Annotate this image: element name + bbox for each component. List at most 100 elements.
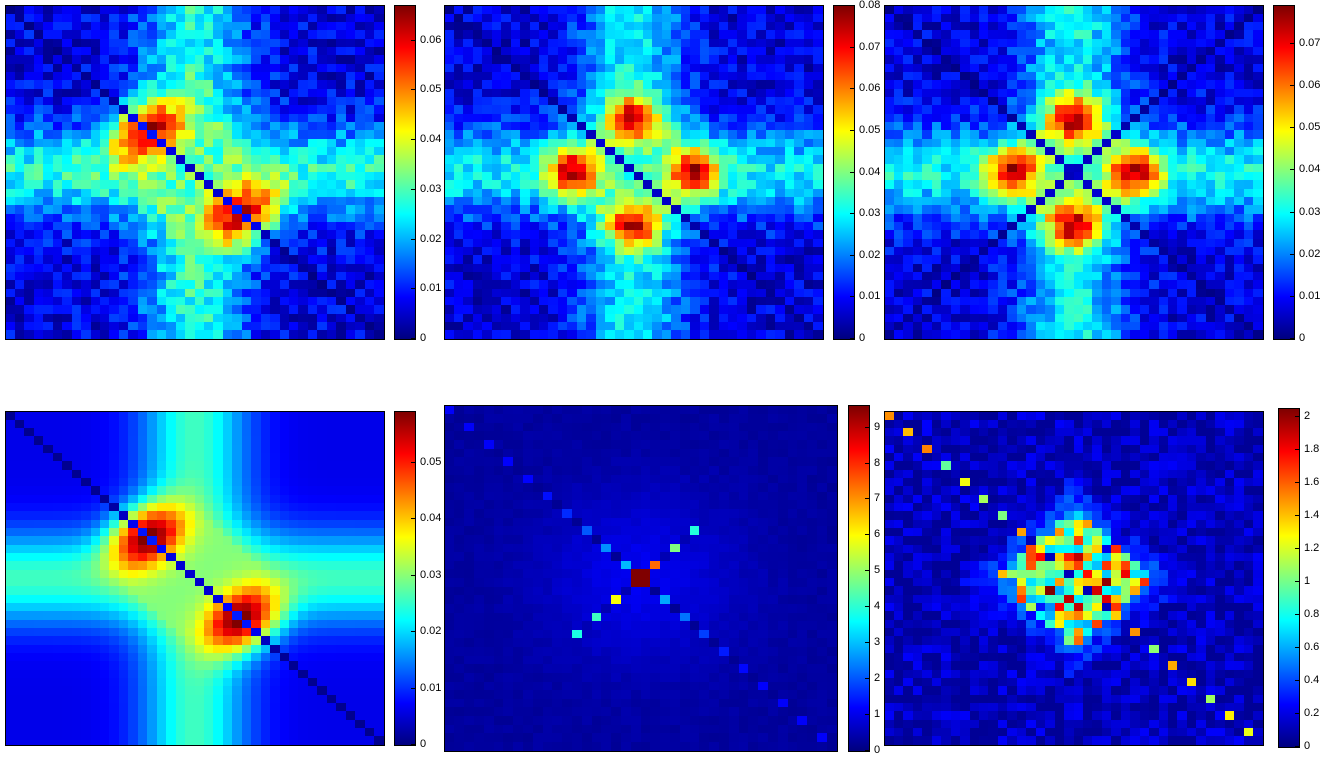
colorbar-2-tickmark xyxy=(850,88,854,89)
colorbar-6-tickmark xyxy=(1295,449,1299,450)
colorbar-4-tickmark xyxy=(411,518,415,519)
colorbar-5-tickmark xyxy=(865,642,869,643)
colorbar-1-tick-label: 0 xyxy=(420,332,427,344)
colorbar-5-tickmark xyxy=(865,678,869,679)
colorbar-6-tickmark xyxy=(1295,581,1299,582)
colorbar-1-tick-label: 0.01 xyxy=(420,282,442,294)
colorbar-4-tickmark xyxy=(411,462,415,463)
colorbar-5-tick-label: 2 xyxy=(874,672,881,684)
colorbar-5-tick-label: 6 xyxy=(874,528,881,540)
colorbar-4-tickmark xyxy=(411,631,415,632)
colorbar-5-tick-label: 5 xyxy=(874,564,881,576)
colorbar-6-tick-label: 0.8 xyxy=(1304,608,1320,620)
colorbar-4-tick-label: 0 xyxy=(420,738,427,750)
colorbar-3 xyxy=(1273,5,1295,340)
colorbar-6-tick-label: 1.2 xyxy=(1304,542,1320,554)
colorbar-4-tick-label: 0.02 xyxy=(420,625,442,637)
colorbar-6-tick-label: 1 xyxy=(1304,575,1311,587)
colorbar-2-tick-label: 0.07 xyxy=(859,41,881,53)
heatmap-canvas-5 xyxy=(445,406,837,751)
colorbar-5-tick-label: 8 xyxy=(874,457,881,469)
colorbar-5-tickmark xyxy=(865,570,869,571)
colorbar-5-tickmark xyxy=(865,714,869,715)
colorbar-canvas-6 xyxy=(1279,409,1299,747)
heatmap-plot-4 xyxy=(5,411,385,746)
colorbar-4-tick-label: 0.05 xyxy=(420,456,442,468)
colorbar-6-tick-label: 2 xyxy=(1304,410,1311,422)
heatmap-plot-1 xyxy=(5,5,385,340)
colorbar-2-tick-label: 0.03 xyxy=(859,207,881,219)
heatmap-canvas-3 xyxy=(885,6,1263,339)
colorbar-3-tick-label: 0.03 xyxy=(1299,206,1321,218)
colorbar-2-tickmark xyxy=(850,296,854,297)
colorbar-1-tickmark xyxy=(411,139,415,140)
colorbar-3-tickmark xyxy=(1290,127,1294,128)
colorbar-6-tickmark xyxy=(1295,548,1299,549)
colorbar-6-tick-label: 0.4 xyxy=(1304,674,1320,686)
colorbar-4-tickmark xyxy=(411,688,415,689)
heatmap-canvas-1 xyxy=(6,6,384,339)
heatmap-canvas-2 xyxy=(445,6,823,339)
colorbar-2 xyxy=(833,5,855,340)
colorbar-5-tick-label: 1 xyxy=(874,708,881,720)
colorbar-2-tick-label: 0.06 xyxy=(859,82,881,94)
colorbar-5-tickmark xyxy=(865,750,869,751)
colorbar-3-tickmark xyxy=(1290,85,1294,86)
colorbar-6-tickmark xyxy=(1295,482,1299,483)
colorbar-3-tickmark xyxy=(1290,43,1294,44)
colorbar-2-tick-label: 0.05 xyxy=(859,124,881,136)
colorbar-5-tick-label: 4 xyxy=(874,600,881,612)
colorbar-1-tickmark xyxy=(411,40,415,41)
colorbar-6-tick-label: 0.2 xyxy=(1304,707,1320,719)
colorbar-canvas-5 xyxy=(849,406,869,751)
colorbar-3-tickmark xyxy=(1290,254,1294,255)
colorbar-1-tickmark xyxy=(411,288,415,289)
colorbar-1-tickmark xyxy=(411,189,415,190)
colorbar-2-tickmark xyxy=(850,255,854,256)
colorbar-3-tick-label: 0.01 xyxy=(1299,290,1321,302)
heatmap-canvas-4 xyxy=(6,412,384,745)
colorbar-6-tickmark xyxy=(1295,515,1299,516)
colorbar-6-tickmark xyxy=(1295,416,1299,417)
heatmap-plot-6 xyxy=(884,411,1264,746)
colorbar-5-tick-label: 7 xyxy=(874,492,881,504)
colorbar-3-tick-label: 0.04 xyxy=(1299,163,1321,175)
colorbar-4 xyxy=(394,411,416,746)
colorbar-3-tick-label: 0 xyxy=(1299,332,1306,344)
heatmap-plot-3 xyxy=(884,5,1264,340)
colorbar-6-tick-label: 0 xyxy=(1304,740,1311,752)
colorbar-6-tick-label: 1.6 xyxy=(1304,476,1320,488)
colorbar-1 xyxy=(394,5,416,340)
colorbar-6-tickmark xyxy=(1295,647,1299,648)
colorbar-2-tickmark xyxy=(850,5,854,6)
colorbar-5-tick-label: 9 xyxy=(874,421,881,433)
colorbar-1-tick-label: 0.03 xyxy=(420,183,442,195)
heatmap-plot-5 xyxy=(444,405,838,752)
colorbar-4-tick-label: 0.03 xyxy=(420,569,442,581)
colorbar-1-tick-label: 0.04 xyxy=(420,133,442,145)
colorbar-3-tickmark xyxy=(1290,296,1294,297)
colorbar-1-tick-label: 0.06 xyxy=(420,34,442,46)
colorbar-2-tick-label: 0.02 xyxy=(859,249,881,261)
colorbar-6-tickmark xyxy=(1295,746,1299,747)
colorbar-6 xyxy=(1278,408,1300,748)
colorbar-6-tick-label: 1.4 xyxy=(1304,509,1320,521)
colorbar-5-tick-label: 0 xyxy=(874,744,881,756)
colorbar-1-tickmark xyxy=(411,338,415,339)
colorbar-2-tick-label: 0.08 xyxy=(859,0,881,11)
colorbar-canvas-3 xyxy=(1274,6,1294,339)
colorbar-5-tick-label: 3 xyxy=(874,636,881,648)
colorbar-5-tickmark xyxy=(865,498,869,499)
colorbar-1-tickmark xyxy=(411,239,415,240)
colorbar-4-tickmark xyxy=(411,575,415,576)
colorbar-1-tick-label: 0.05 xyxy=(420,83,442,95)
colorbar-2-tickmark xyxy=(850,213,854,214)
colorbar-4-tickmark xyxy=(411,744,415,745)
colorbar-5-tickmark xyxy=(865,463,869,464)
colorbar-6-tick-label: 1.8 xyxy=(1304,443,1320,455)
colorbar-6-tickmark xyxy=(1295,680,1299,681)
heatmap-plot-2 xyxy=(444,5,824,340)
colorbar-1-tick-label: 0.02 xyxy=(420,233,442,245)
colorbar-5-tickmark xyxy=(865,427,869,428)
colorbar-2-tickmark xyxy=(850,47,854,48)
